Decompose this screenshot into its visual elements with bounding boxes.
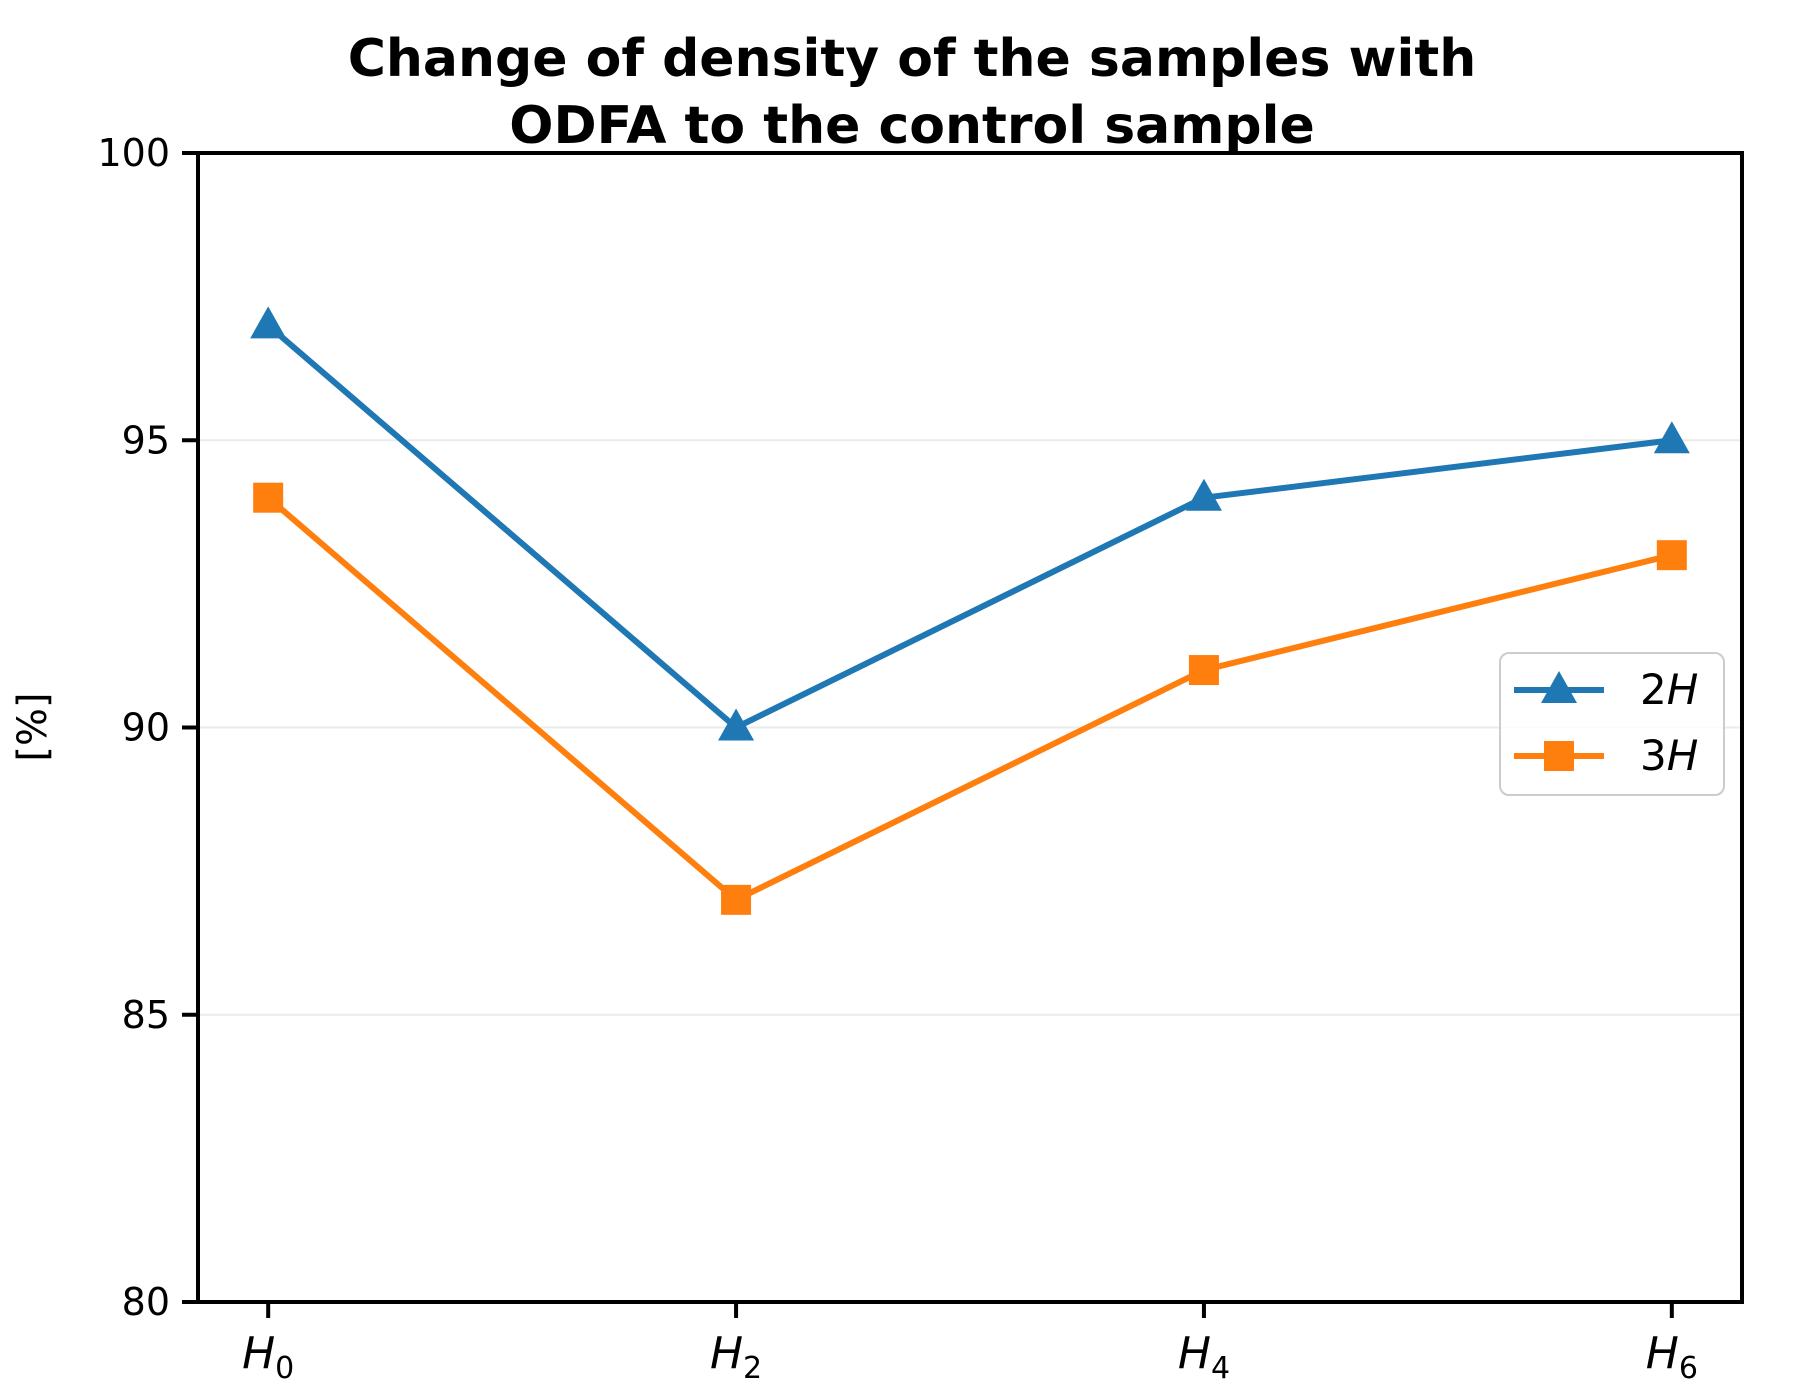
x-tick-label-H0: H0 [242, 1328, 294, 1386]
y-tick-label-100: 100 [97, 131, 170, 175]
data-point-2H-H0 [250, 306, 287, 339]
y-tick-label-80: 80 [122, 1280, 170, 1324]
legend-marker-3H [1544, 741, 1574, 771]
x-tick-label-H2: H2 [710, 1328, 762, 1386]
series-line-3H [266, 495, 1673, 903]
data-point-2H-H2 [718, 708, 755, 741]
y-tick-label-90: 90 [122, 706, 170, 750]
data-point-3H-H0 [253, 482, 284, 513]
data-point-2H-H6 [1653, 421, 1690, 454]
series-line-2H [266, 323, 1673, 731]
x-tick-label-H4: H4 [1178, 1328, 1230, 1386]
data-point-3H-H2 [721, 884, 752, 915]
x-tick-label-H6: H6 [1646, 1328, 1698, 1386]
y-tick-label-85: 85 [122, 993, 170, 1037]
y-tick-label-95: 95 [122, 418, 170, 462]
data-point-3H-H4 [1188, 655, 1219, 686]
chart-title: Change of density of the samples with OD… [347, 29, 1477, 156]
legend-marker-2H [1541, 671, 1577, 703]
legend-label-2H: 2H [1640, 665, 1698, 714]
y-axis-label: [%] [10, 692, 56, 761]
data-point-3H-H6 [1656, 540, 1687, 571]
legend-label-3H: 3H [1640, 731, 1698, 780]
data-point-2H-H4 [1185, 478, 1222, 511]
